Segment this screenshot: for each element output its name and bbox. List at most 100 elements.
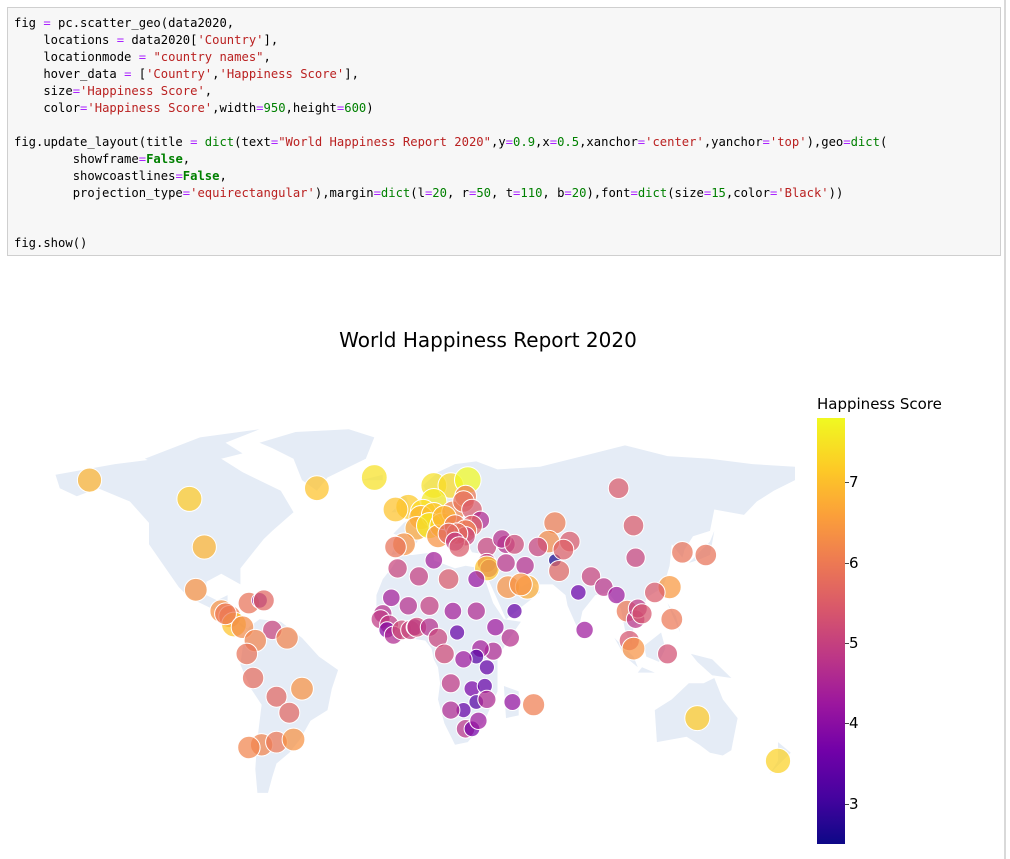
country-marker[interactable] xyxy=(398,596,418,616)
plot-title: World Happiness Report 2020 xyxy=(339,328,637,352)
country-marker[interactable] xyxy=(575,620,594,640)
colorbar-tick-label: 4 xyxy=(849,714,859,733)
country-marker[interactable] xyxy=(570,584,587,601)
code-editor[interactable]: fig = pc.scatter_geo(data2020, locations… xyxy=(14,15,887,252)
colorbar-tick-mark xyxy=(845,482,849,484)
country-marker[interactable] xyxy=(252,589,275,612)
country-marker[interactable] xyxy=(515,556,535,576)
country-marker[interactable] xyxy=(275,626,299,650)
country-marker[interactable] xyxy=(522,693,546,717)
country-marker[interactable] xyxy=(486,618,505,637)
country-marker[interactable] xyxy=(506,603,523,620)
notebook-scroll-edge xyxy=(1004,0,1006,859)
country-marker[interactable] xyxy=(621,636,646,661)
country-marker[interactable] xyxy=(440,673,461,694)
country-marker[interactable] xyxy=(548,560,571,582)
code-line: locations = data2020['Country'], xyxy=(14,32,279,47)
colorbar-tick-mark xyxy=(845,562,849,564)
country-marker[interactable] xyxy=(467,570,486,589)
country-marker[interactable] xyxy=(660,607,684,631)
country-marker[interactable] xyxy=(441,700,461,720)
country-marker[interactable] xyxy=(449,624,466,641)
country-marker[interactable] xyxy=(387,558,408,579)
country-marker[interactable] xyxy=(424,551,444,570)
country-marker[interactable] xyxy=(622,514,645,537)
colorbar-title: Happiness Score xyxy=(817,395,942,413)
country-marker[interactable] xyxy=(625,547,646,568)
country-marker[interactable] xyxy=(454,650,473,669)
colorbar-tick-mark xyxy=(845,643,849,645)
world-map[interactable] xyxy=(30,428,795,813)
code-line: fig.show() xyxy=(14,236,88,251)
country-marker[interactable] xyxy=(443,601,463,621)
country-marker[interactable] xyxy=(527,536,549,558)
country-marker[interactable] xyxy=(657,643,678,665)
country-marker[interactable] xyxy=(448,536,471,558)
code-line: locationmode = "country names", xyxy=(14,49,271,64)
country-marker[interactable] xyxy=(509,572,533,597)
country-marker[interactable] xyxy=(176,485,203,512)
country-marker[interactable] xyxy=(237,735,261,760)
markers-layer[interactable] xyxy=(76,464,792,774)
country-marker[interactable] xyxy=(434,643,455,665)
landmass xyxy=(55,456,294,630)
country-marker[interactable] xyxy=(477,689,497,709)
colorbar-tick-label: 3 xyxy=(849,794,859,813)
colorbar-tick-label: 5 xyxy=(849,634,859,653)
country-marker[interactable] xyxy=(631,603,653,625)
colorbar-tick-label: 6 xyxy=(849,553,859,572)
country-marker[interactable] xyxy=(191,534,217,560)
country-marker[interactable] xyxy=(384,535,407,559)
country-marker[interactable] xyxy=(504,533,525,555)
country-marker[interactable] xyxy=(764,747,792,774)
landmass xyxy=(637,667,655,673)
country-marker[interactable] xyxy=(360,464,388,491)
country-marker[interactable] xyxy=(437,568,460,590)
code-line: color='Happiness Score',width=950,height… xyxy=(14,100,374,115)
country-marker[interactable] xyxy=(290,676,314,701)
country-marker[interactable] xyxy=(235,642,259,666)
country-marker[interactable] xyxy=(278,701,301,724)
country-marker[interactable] xyxy=(684,705,711,732)
landmass xyxy=(391,445,795,646)
code-line: hover_data = ['Country','Happiness Score… xyxy=(14,66,359,81)
country-marker[interactable] xyxy=(503,693,522,711)
country-marker[interactable] xyxy=(304,475,330,502)
country-marker[interactable] xyxy=(241,666,265,690)
country-marker[interactable] xyxy=(265,685,288,708)
colorbar-tick-mark xyxy=(845,803,849,805)
colorbar-tick-label: 7 xyxy=(849,473,859,492)
country-marker[interactable] xyxy=(644,581,666,604)
country-marker[interactable] xyxy=(496,553,516,573)
colorbar-tick-mark xyxy=(845,723,849,725)
country-marker[interactable] xyxy=(382,496,409,523)
country-marker[interactable] xyxy=(382,588,401,608)
country-marker[interactable] xyxy=(478,659,495,676)
code-line: fig = pc.scatter_geo(data2020, xyxy=(14,16,235,30)
country-marker[interactable] xyxy=(214,602,237,626)
country-marker[interactable] xyxy=(694,543,718,567)
landmass xyxy=(259,429,375,491)
code-line: showcoastlines=False, xyxy=(14,168,227,183)
code-line: fig.update_layout(title = dict(text="Wor… xyxy=(14,134,888,149)
country-marker[interactable] xyxy=(419,595,440,616)
code-line: size='Happiness Score', xyxy=(14,83,213,98)
country-marker[interactable] xyxy=(408,566,429,587)
country-marker[interactable] xyxy=(671,541,694,564)
landmass xyxy=(690,653,732,678)
code-line: projection_type='equirectangular'),margi… xyxy=(14,185,844,200)
country-marker[interactable] xyxy=(466,601,486,621)
country-marker[interactable] xyxy=(500,628,520,648)
code-line: showframe=False, xyxy=(14,151,191,166)
country-marker[interactable] xyxy=(469,711,488,730)
colorbar xyxy=(817,418,845,844)
landmass xyxy=(144,429,260,465)
country-marker[interactable] xyxy=(607,477,630,500)
country-marker[interactable] xyxy=(552,538,575,561)
country-marker[interactable] xyxy=(580,566,602,587)
country-marker[interactable] xyxy=(281,727,306,752)
code-cell[interactable]: fig = pc.scatter_geo(data2020, locations… xyxy=(7,7,1001,256)
country-marker[interactable] xyxy=(183,577,208,602)
country-marker[interactable] xyxy=(76,467,103,493)
country-marker[interactable] xyxy=(607,585,626,605)
